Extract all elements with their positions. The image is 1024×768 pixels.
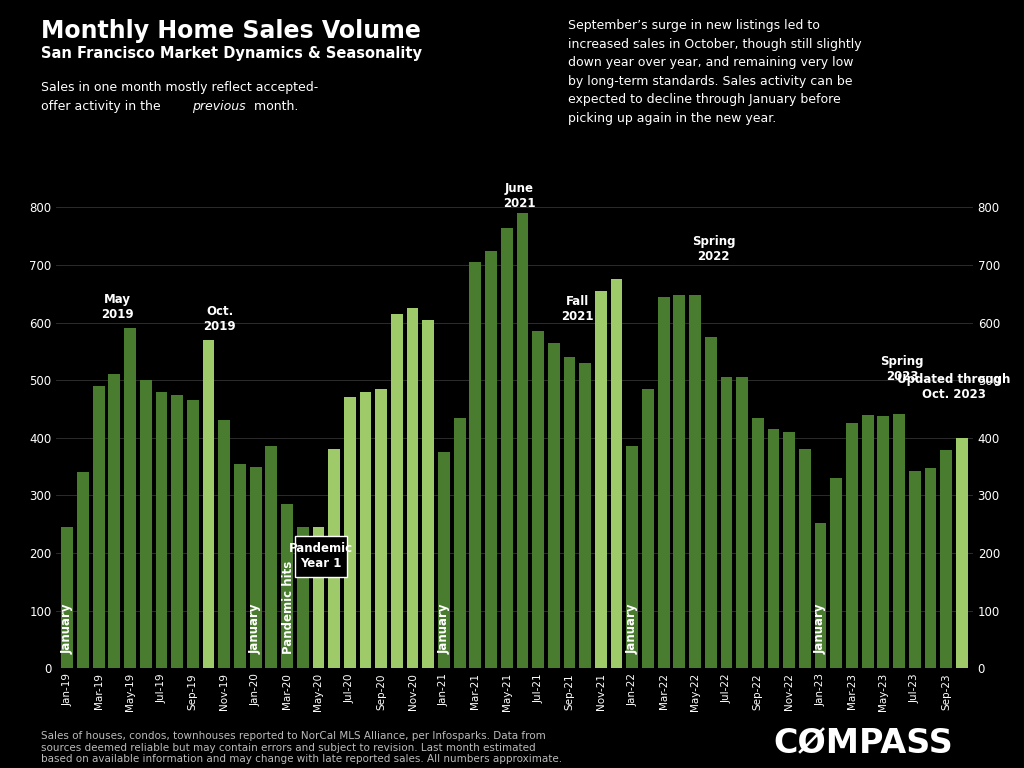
Text: January: January <box>814 603 827 654</box>
Bar <box>799 449 811 668</box>
Bar <box>297 527 308 668</box>
Text: January: January <box>437 603 451 654</box>
Bar <box>485 250 497 668</box>
Bar <box>218 421 230 668</box>
Bar <box>61 527 73 668</box>
Bar <box>501 227 513 668</box>
Text: January: January <box>249 603 262 654</box>
Bar <box>721 377 732 668</box>
Bar <box>627 446 638 668</box>
Bar <box>956 438 968 668</box>
Text: previous: previous <box>193 100 246 113</box>
Bar <box>878 416 889 668</box>
Bar <box>203 340 214 668</box>
Bar <box>329 449 340 668</box>
Text: Spring
2023: Spring 2023 <box>881 355 924 383</box>
Text: Pandemic hits: Pandemic hits <box>282 561 295 654</box>
Bar <box>140 380 152 668</box>
Bar <box>940 450 952 668</box>
Text: January: January <box>60 603 74 654</box>
Bar <box>282 504 293 668</box>
Bar <box>375 389 387 668</box>
Bar <box>815 523 826 668</box>
Bar <box>705 337 717 668</box>
Bar <box>674 295 685 668</box>
Bar <box>109 375 120 668</box>
Text: Fall
2021: Fall 2021 <box>561 295 594 323</box>
Bar <box>156 392 167 668</box>
Bar <box>359 392 372 668</box>
Text: September’s surge in new listings led to
increased sales in October, though stil: September’s surge in new listings led to… <box>568 19 862 124</box>
Bar <box>689 295 700 668</box>
Bar <box>516 214 528 668</box>
Text: May
2019: May 2019 <box>101 293 134 322</box>
Bar <box>93 386 104 668</box>
Bar <box>312 527 325 668</box>
Text: Pandemic
Year 1: Pandemic Year 1 <box>289 542 353 571</box>
Text: Oct.
2019: Oct. 2019 <box>203 305 236 333</box>
Text: offer activity in the: offer activity in the <box>41 100 165 113</box>
Bar <box>862 415 873 668</box>
Bar <box>250 467 261 668</box>
Text: CØMPASS: CØMPASS <box>773 727 953 760</box>
Bar <box>171 395 183 668</box>
Bar <box>783 432 795 668</box>
Bar <box>752 418 764 668</box>
Bar <box>548 343 560 668</box>
Text: San Francisco Market Dynamics & Seasonality: San Francisco Market Dynamics & Seasonal… <box>41 46 422 61</box>
Bar <box>234 464 246 668</box>
Text: Monthly Home Sales Volume: Monthly Home Sales Volume <box>41 19 421 43</box>
Bar <box>124 329 136 668</box>
Bar <box>893 414 905 668</box>
Bar <box>344 398 355 668</box>
Bar <box>657 296 670 668</box>
Bar <box>736 377 748 668</box>
Bar <box>77 472 89 668</box>
Bar <box>925 468 936 668</box>
Bar <box>532 331 544 668</box>
Text: Sales of houses, condos, townhouses reported to NorCal MLS Alliance, per Infospa: Sales of houses, condos, townhouses repo… <box>41 731 562 764</box>
Bar <box>391 314 402 668</box>
Bar <box>469 262 481 668</box>
Text: month.: month. <box>250 100 298 113</box>
Bar <box>422 319 434 668</box>
Bar <box>454 418 466 668</box>
Bar <box>768 429 779 668</box>
Bar <box>580 363 591 668</box>
Text: June
2021: June 2021 <box>503 182 536 210</box>
Bar <box>642 389 654 668</box>
Text: Sales in one month mostly reflect accepted-: Sales in one month mostly reflect accept… <box>41 81 318 94</box>
Bar <box>846 423 858 668</box>
Bar <box>830 478 842 668</box>
Bar <box>438 452 450 668</box>
Bar <box>563 357 575 668</box>
Bar <box>407 308 419 668</box>
Bar <box>265 446 278 668</box>
Text: Spring
2022: Spring 2022 <box>692 235 735 263</box>
Text: January: January <box>626 603 639 654</box>
Text: Updated through
Oct. 2023: Updated through Oct. 2023 <box>897 373 1011 402</box>
Bar <box>610 280 623 668</box>
FancyBboxPatch shape <box>295 536 347 578</box>
Bar <box>909 472 921 668</box>
Bar <box>595 291 607 668</box>
Bar <box>187 400 199 668</box>
